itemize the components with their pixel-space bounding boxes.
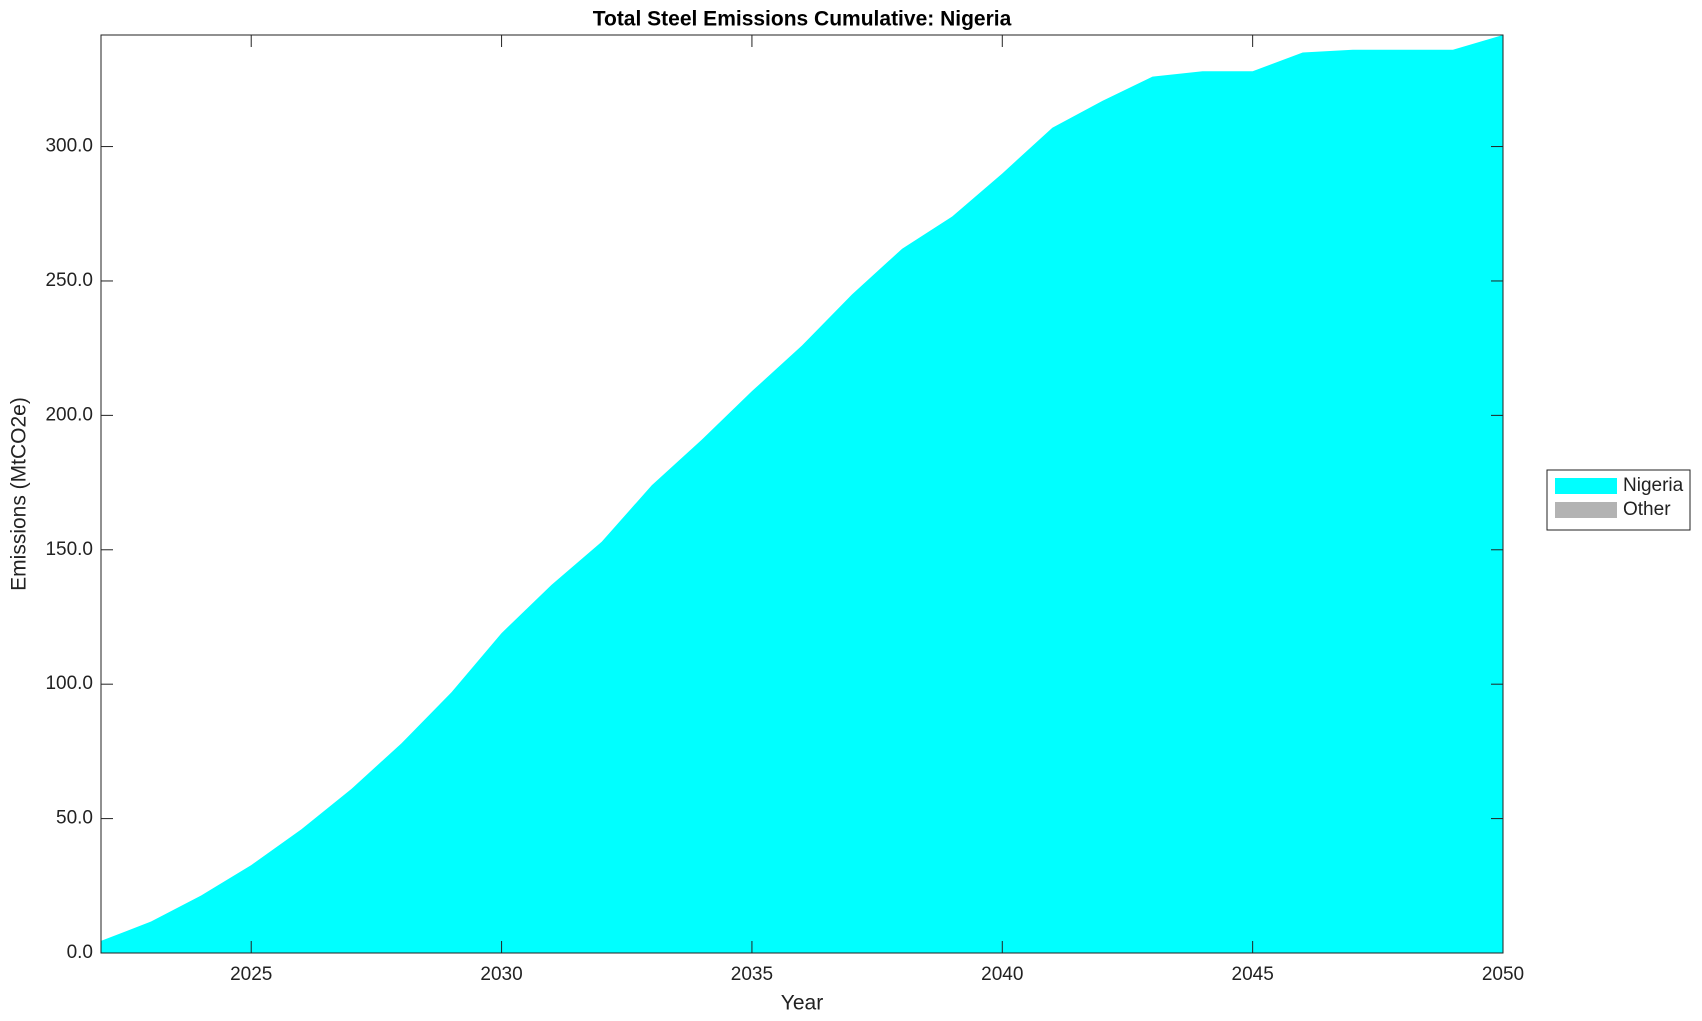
- x-tick-label: 2025: [230, 964, 272, 985]
- area: [101, 35, 1503, 953]
- x-tick-label: 2035: [731, 964, 773, 985]
- x-axis-label: Year: [781, 992, 823, 1015]
- x-tick-label: 2050: [1482, 964, 1524, 985]
- plot-frame: [100, 34, 1504, 954]
- y-tick-label: 300.0: [45, 136, 93, 157]
- y-tick-label: 200.0: [45, 404, 93, 425]
- legend-label: Nigeria: [1623, 475, 1684, 496]
- x-tick-label: 2030: [480, 964, 522, 985]
- x-tick-label: 2040: [981, 964, 1023, 985]
- y-tick-label: 0.0: [67, 942, 93, 963]
- legend-swatch: [1555, 502, 1617, 518]
- y-tick-label: 50.0: [56, 808, 93, 829]
- x-tick-label: 2045: [1232, 964, 1274, 985]
- chart-title: Total Steel Emissions Cumulative: Nigeri…: [593, 8, 1012, 31]
- y-tick-label: 100.0: [45, 673, 93, 694]
- y-tick-label: 150.0: [45, 539, 93, 560]
- legend-label: Other: [1623, 499, 1671, 520]
- y-axis-label: Emissions (MtCO2e): [8, 397, 31, 591]
- y-tick-label: 250.0: [45, 270, 93, 291]
- legend-swatch: [1555, 478, 1617, 494]
